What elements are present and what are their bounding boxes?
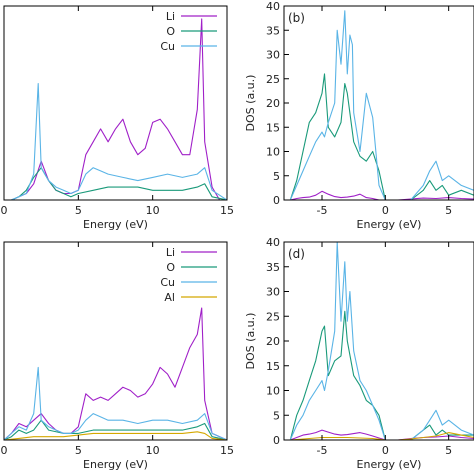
plot-frame	[283, 241, 474, 441]
series-line-o	[4, 167, 227, 200]
series-line-o	[289, 73, 474, 200]
legend-entry-cu: Cu	[160, 276, 175, 289]
y-tick-label: 20	[266, 97, 280, 110]
y-axis-label: DOS (a.u.)	[244, 313, 257, 370]
legend-entry-li: Li	[166, 10, 175, 23]
series-line-al	[4, 431, 227, 440]
y-tick-label: 35	[266, 261, 280, 274]
series-line-cu	[4, 366, 227, 440]
series-line-al	[290, 432, 474, 440]
y-tick-label: 40	[266, 0, 280, 13]
x-tick-label: 0	[1, 204, 8, 217]
y-tick-label: 10	[266, 385, 280, 398]
legend-entry-o: O	[166, 261, 175, 274]
series-line-o	[4, 419, 227, 440]
x-tick-label: 5	[75, 204, 82, 217]
y-axis-label: DOS (a.u.)	[244, 75, 257, 132]
panel-label: (d)	[288, 247, 305, 261]
x-tick-label: 5	[445, 444, 452, 457]
x-tick-label: 0	[382, 204, 389, 217]
y-tick-label: 0	[273, 434, 280, 447]
y-tick-label: 25	[266, 73, 280, 86]
x-axis-label: Energy (eV)	[357, 458, 422, 471]
x-tick-label: 0	[1, 444, 8, 457]
x-axis-label: Energy (eV)	[357, 218, 422, 231]
series-line-li	[4, 18, 227, 200]
series-line-o	[289, 310, 474, 440]
legend-entry-cu: Cu	[160, 40, 175, 53]
x-axis-label: Energy (eV)	[83, 218, 148, 231]
series-line-cu	[289, 242, 474, 440]
legend-entry-o: O	[166, 25, 175, 38]
y-tick-label: 30	[266, 286, 280, 299]
x-tick-label: 5	[75, 444, 82, 457]
y-tick-label: 5	[273, 170, 280, 183]
y-tick-label: 15	[266, 121, 280, 134]
y-tick-label: 40	[266, 236, 280, 249]
y-tick-label: 0	[273, 194, 280, 207]
panel-1: 0 5 10 15 Energy (eV) Li O Cu	[1, 5, 234, 231]
x-tick-label: 10	[146, 204, 160, 217]
plot-frame	[3, 241, 228, 441]
series-line-cu	[4, 83, 227, 200]
legend-entry-li: Li	[166, 246, 175, 259]
x-tick-label: 10	[146, 444, 160, 457]
legend-entry-al: Al	[164, 291, 175, 304]
series-line-li	[290, 190, 474, 200]
y-tick-label: 35	[266, 24, 280, 37]
x-tick-label: -5	[317, 444, 328, 457]
series-line-cu	[289, 10, 474, 200]
panel-2: -5 0 5 0 5 10 15 20 25 30 35 40 Energy (eV) DOS (a.u.…	[244, 0, 474, 231]
y-tick-label: 20	[266, 335, 280, 348]
panel-label: (b)	[288, 11, 305, 25]
panel-4: -5 0 5 0 5 10 15 20 25 30 35 40 Energy (eV) DOS (a.u.…	[244, 236, 474, 471]
plot-frame	[3, 5, 228, 201]
y-tick-label: 5	[273, 409, 280, 422]
panel-3: 0 5 10 15 Energy (eV) Li O Cu Al	[1, 241, 234, 471]
x-tick-label: 15	[220, 444, 234, 457]
x-tick-label: 15	[220, 204, 234, 217]
y-tick-label: 15	[266, 360, 280, 373]
y-tick-label: 30	[266, 49, 280, 62]
x-tick-label: 5	[445, 204, 452, 217]
x-tick-label: 0	[382, 444, 389, 457]
y-tick-label: 10	[266, 146, 280, 159]
x-tick-label: -5	[317, 204, 328, 217]
y-tick-label: 25	[266, 310, 280, 323]
x-axis-label: Energy (eV)	[83, 458, 148, 471]
